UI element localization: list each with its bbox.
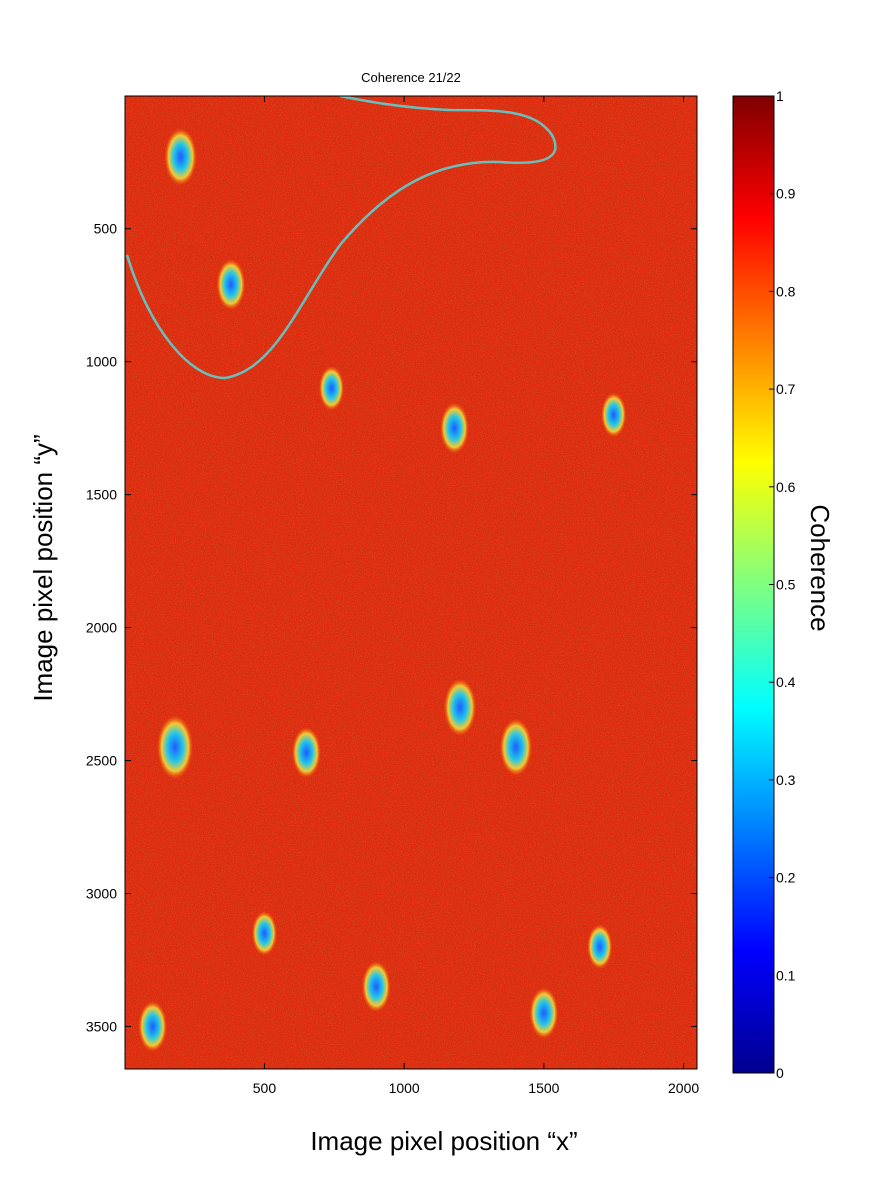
colorbar <box>732 95 775 1074</box>
plot-frame <box>124 95 698 1070</box>
x-axis-ticks: 500 1000 1500 2000 <box>253 96 699 1096</box>
colorbar-tick-label: 0.2 <box>776 870 796 886</box>
colorbar-tick-label: 1 <box>776 88 784 104</box>
colorbar-ticks: 0 0.1 0.2 0.3 0.4 0.5 0.6 0.7 0.8 0.9 1 <box>769 88 796 1081</box>
y-axis-label: Image pixel position “y” <box>28 434 58 701</box>
low-coherence-feature <box>499 718 533 777</box>
river-curve <box>125 96 557 380</box>
colorbar-tick-label: 0 <box>776 1065 784 1081</box>
colorbar-tick-label: 0.3 <box>776 772 796 788</box>
low-coherence-feature <box>318 365 345 411</box>
y-tick-label: 2000 <box>86 620 117 636</box>
colorbar-label: Coherence <box>805 504 835 631</box>
x-tick-label: 1500 <box>528 1080 559 1096</box>
heatmap-speckle <box>125 96 697 1069</box>
colorbar-tick-label: 0.1 <box>776 967 796 983</box>
low-coherence-features <box>138 128 627 1053</box>
low-coherence-feature <box>164 128 197 186</box>
colorbar-tick-label: 0.8 <box>776 283 796 299</box>
low-coherence-feature <box>251 910 278 956</box>
x-axis-label: Image pixel position “x” <box>310 1126 577 1156</box>
y-tick-label: 500 <box>94 221 118 237</box>
colorbar-tick-label: 0.7 <box>776 381 796 397</box>
chart-title: Coherence 21/22 <box>361 70 461 85</box>
colorbar-tick-label: 0.6 <box>776 479 796 495</box>
y-tick-label: 3500 <box>86 1018 117 1034</box>
y-tick-label: 3000 <box>86 885 117 901</box>
low-coherence-feature <box>601 392 627 438</box>
x-tick-label: 2000 <box>668 1080 699 1096</box>
low-coherence-feature <box>361 960 391 1013</box>
y-tick-label: 1000 <box>86 354 117 370</box>
y-axis-ticks: 500 1000 1500 2000 2500 3000 3500 <box>86 221 697 1034</box>
low-coherence-feature <box>440 402 469 454</box>
low-coherence-feature <box>157 715 194 780</box>
x-tick-label: 500 <box>253 1080 277 1096</box>
y-tick-label: 1500 <box>86 487 117 503</box>
low-coherence-feature <box>443 678 477 737</box>
colorbar-tick-label: 0.9 <box>776 186 796 202</box>
x-tick-label: 1000 <box>389 1080 420 1096</box>
low-coherence-feature <box>529 987 559 1039</box>
y-tick-label: 2500 <box>86 753 117 769</box>
heatmap-area <box>125 96 697 1069</box>
low-coherence-feature <box>138 1000 168 1053</box>
low-coherence-feature <box>216 258 246 311</box>
colorbar-tick-label: 0.5 <box>776 577 796 593</box>
low-coherence-feature <box>291 726 321 779</box>
colorbar-tick-label: 0.4 <box>776 674 796 690</box>
low-coherence-feature <box>587 924 613 970</box>
